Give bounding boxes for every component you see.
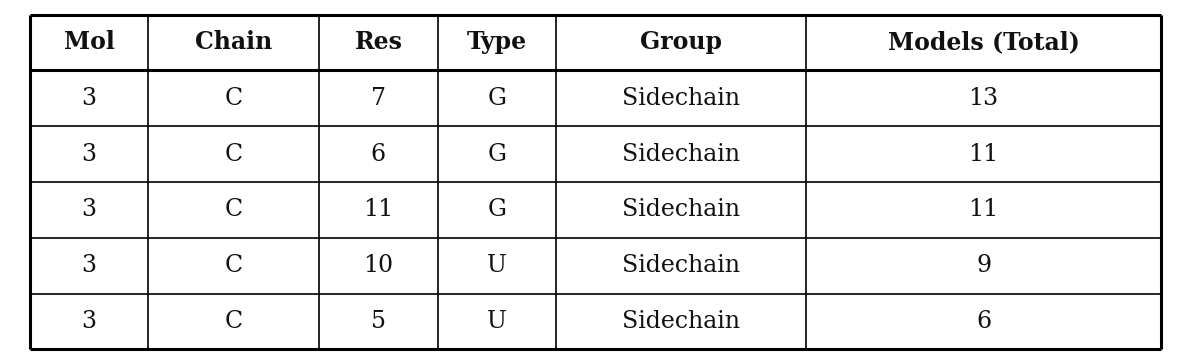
Text: G: G	[487, 198, 506, 221]
Text: 11: 11	[968, 143, 999, 166]
Text: Sidechain: Sidechain	[622, 254, 740, 277]
Text: Chain: Chain	[195, 31, 273, 55]
Text: 7: 7	[370, 87, 386, 110]
Text: Mol: Mol	[63, 31, 114, 55]
Text: Group: Group	[640, 31, 722, 55]
Text: C: C	[225, 254, 243, 277]
Text: 3: 3	[81, 310, 96, 333]
Text: Res: Res	[355, 31, 403, 55]
Text: U: U	[487, 310, 506, 333]
Text: 11: 11	[363, 198, 393, 221]
Text: 11: 11	[968, 198, 999, 221]
Text: 13: 13	[968, 87, 999, 110]
Text: C: C	[225, 310, 243, 333]
Text: 3: 3	[81, 254, 96, 277]
Text: 3: 3	[81, 143, 96, 166]
Text: 3: 3	[81, 87, 96, 110]
Text: G: G	[487, 143, 506, 166]
Text: Type: Type	[467, 31, 526, 55]
Text: C: C	[225, 143, 243, 166]
Text: C: C	[225, 87, 243, 110]
Text: G: G	[487, 87, 506, 110]
Text: 9: 9	[977, 254, 991, 277]
Text: 3: 3	[81, 198, 96, 221]
Text: 6: 6	[977, 310, 991, 333]
Text: 10: 10	[363, 254, 393, 277]
Text: 6: 6	[370, 143, 386, 166]
Text: 5: 5	[370, 310, 386, 333]
Text: C: C	[225, 198, 243, 221]
Text: Models (Total): Models (Total)	[887, 31, 1079, 55]
Text: Sidechain: Sidechain	[622, 143, 740, 166]
Text: Sidechain: Sidechain	[622, 310, 740, 333]
Text: Sidechain: Sidechain	[622, 87, 740, 110]
Text: Sidechain: Sidechain	[622, 198, 740, 221]
Text: U: U	[487, 254, 506, 277]
